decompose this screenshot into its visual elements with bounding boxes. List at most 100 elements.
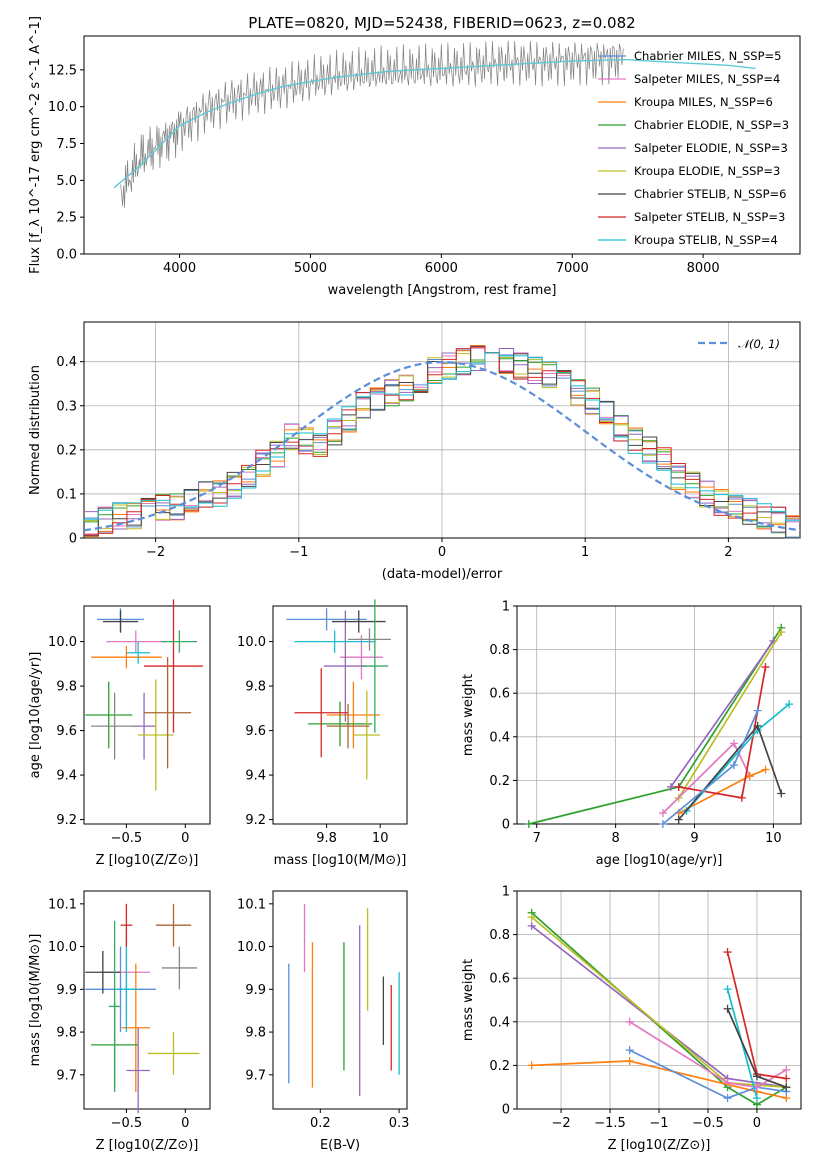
series-marker: [777, 628, 786, 637]
y-tick-label: 9.7: [245, 1068, 266, 1083]
error-bar-point: [348, 628, 391, 651]
subplot-3: 9.8 10 9.2 9.4 9.6 9.8 10.0 mass [log10(M/M⊙)]: [237, 599, 408, 868]
x-tick-label: 10: [372, 831, 389, 846]
error-bar-point: [91, 646, 162, 669]
y-tick-label: 10.1: [237, 897, 266, 912]
y-tick-label: 10.0: [48, 100, 77, 115]
legend-label: Kroupa ELODIE, N_SSP=3: [634, 164, 780, 178]
x-tick-label: −1: [649, 1116, 668, 1131]
series-marker: [785, 700, 794, 709]
series-marker: [527, 921, 536, 930]
y-tick-label: 2.5: [56, 211, 77, 226]
series-marker: [753, 706, 762, 715]
y-tick-label: 0.0: [56, 248, 77, 263]
y-tick-label: 0.3: [56, 399, 77, 414]
legend-label: 𝒩(0, 1): [738, 337, 780, 351]
y-tick-label: 0.1: [56, 487, 77, 502]
series-marker: [527, 913, 536, 922]
y-tick-label: 0: [502, 818, 510, 833]
series-marker: [658, 820, 667, 828]
y-tick-label: 0: [69, 532, 77, 547]
subplot-2: −0.5 0 9.2 9.4 9.6 9.8 10.0 Z [log10(Z/Z⊙)] age …: [28, 599, 211, 868]
legend-label: Salpeter STELIB, N_SSP=3: [634, 210, 785, 224]
x-tick-label: 9: [690, 831, 698, 846]
y-tick-label: 10.0: [48, 635, 77, 650]
x-tick-label: 0.3: [389, 1116, 410, 1131]
error-bar-point: [361, 599, 389, 733]
y-tick-label: 9.6: [56, 724, 77, 739]
error-bar-point: [326, 703, 370, 749]
y-tick-label: 9.8: [56, 1026, 77, 1041]
x-tick-label: 6000: [425, 261, 458, 276]
legend: 𝒩(0, 1): [698, 337, 780, 351]
series-marker: [753, 721, 762, 730]
error-bar-point: [155, 903, 192, 947]
error-bar-point: [161, 630, 198, 653]
x-tick-label: 1: [581, 545, 589, 560]
y-tick-label: 0.8: [489, 643, 510, 658]
x-tick-label: 7: [533, 831, 541, 846]
x-axis-label: mass [log10(M/M⊙)]: [274, 853, 407, 868]
y-axis-label: mass weight: [461, 674, 476, 756]
series-marker: [761, 663, 770, 672]
y-tick-label: 0.8: [489, 928, 510, 943]
y-tick-label: 5.0: [56, 174, 77, 189]
x-axis-label: Z [log10(Z/Z⊙)]: [96, 1138, 199, 1153]
y-axis-label: mass [log10(M/M⊙)]: [28, 934, 43, 1067]
error-bar-point: [120, 903, 133, 947]
legend-label: Kroupa STELIB, N_SSP=4: [634, 233, 778, 247]
x-tick-label: 8: [611, 831, 619, 846]
legend-label: Chabrier ELODIE, N_SSP=3: [634, 118, 789, 132]
y-axis-label: Flux [f_λ 10^-17 erg cm^-2 s^-1 A^-1]: [28, 16, 43, 274]
y-tick-label: 9.7: [56, 1068, 77, 1083]
y-tick-label: 9.4: [56, 769, 77, 784]
x-tick-label: 2: [724, 545, 732, 560]
plot-frame: [83, 890, 211, 1110]
x-tick-label: 0: [181, 1116, 189, 1131]
error-bar-point: [126, 641, 150, 664]
error-bar-point: [286, 608, 367, 631]
series-line: [528, 627, 782, 825]
y-tick-label: 0.6: [489, 972, 510, 987]
error-bar-point: [340, 634, 383, 680]
series-marker: [524, 820, 533, 828]
subplot-1: −2 −1 0 1 2 0 0.1 0.2 0.3 0.4 (data-model)/error No…: [28, 321, 801, 582]
series-line: [629, 1049, 787, 1100]
y-axis-label: age [log10(age/yr)]: [28, 652, 43, 779]
hist-series: [84, 346, 800, 536]
y-tick-label: 9.9: [56, 983, 77, 998]
series-marker: [777, 789, 786, 798]
x-tick-label: 9.8: [316, 831, 337, 846]
series-marker: [752, 1072, 761, 1081]
y-tick-label: 9.2: [56, 813, 77, 828]
series-marker: [761, 765, 770, 774]
y-tick-label: 10.1: [48, 897, 77, 912]
subplot-7: −2 −1.5 −1 −0.5 0 0 0.2 0.4 0.6 0.8 1 Z [log10(Z/Z⊙…: [461, 885, 802, 1153]
y-tick-label: 1: [502, 885, 510, 900]
series-marker: [729, 761, 738, 770]
series-marker: [782, 1074, 791, 1083]
error-bar-point: [147, 1032, 200, 1075]
x-tick-label: −0.5: [111, 1116, 143, 1131]
x-tick-label: 4000: [163, 261, 196, 276]
y-tick-label: 0.4: [489, 1015, 510, 1030]
series-marker: [674, 815, 683, 824]
series-marker: [729, 739, 738, 748]
series-line: [629, 1021, 787, 1089]
series-marker: [666, 782, 675, 791]
x-tick-label: 10: [765, 831, 782, 846]
x-axis-label: wavelength [Angstrom, rest frame]: [328, 283, 557, 298]
x-tick-label: 0: [438, 545, 446, 560]
error-bar-point: [294, 630, 375, 653]
y-tick-label: 0.2: [489, 774, 510, 789]
y-tick-label: 9.9: [245, 983, 266, 998]
legend-label: Kroupa MILES, N_SSP=6: [634, 95, 773, 109]
x-axis-label: E(B-V): [320, 1138, 360, 1153]
x-axis-label: age [log10(age/yr)]: [596, 853, 723, 868]
series-marker: [658, 809, 667, 818]
error-bar-point: [144, 657, 192, 769]
series-marker: [625, 1017, 634, 1026]
plot-frame: [272, 605, 408, 825]
plot-frame: [83, 35, 801, 255]
